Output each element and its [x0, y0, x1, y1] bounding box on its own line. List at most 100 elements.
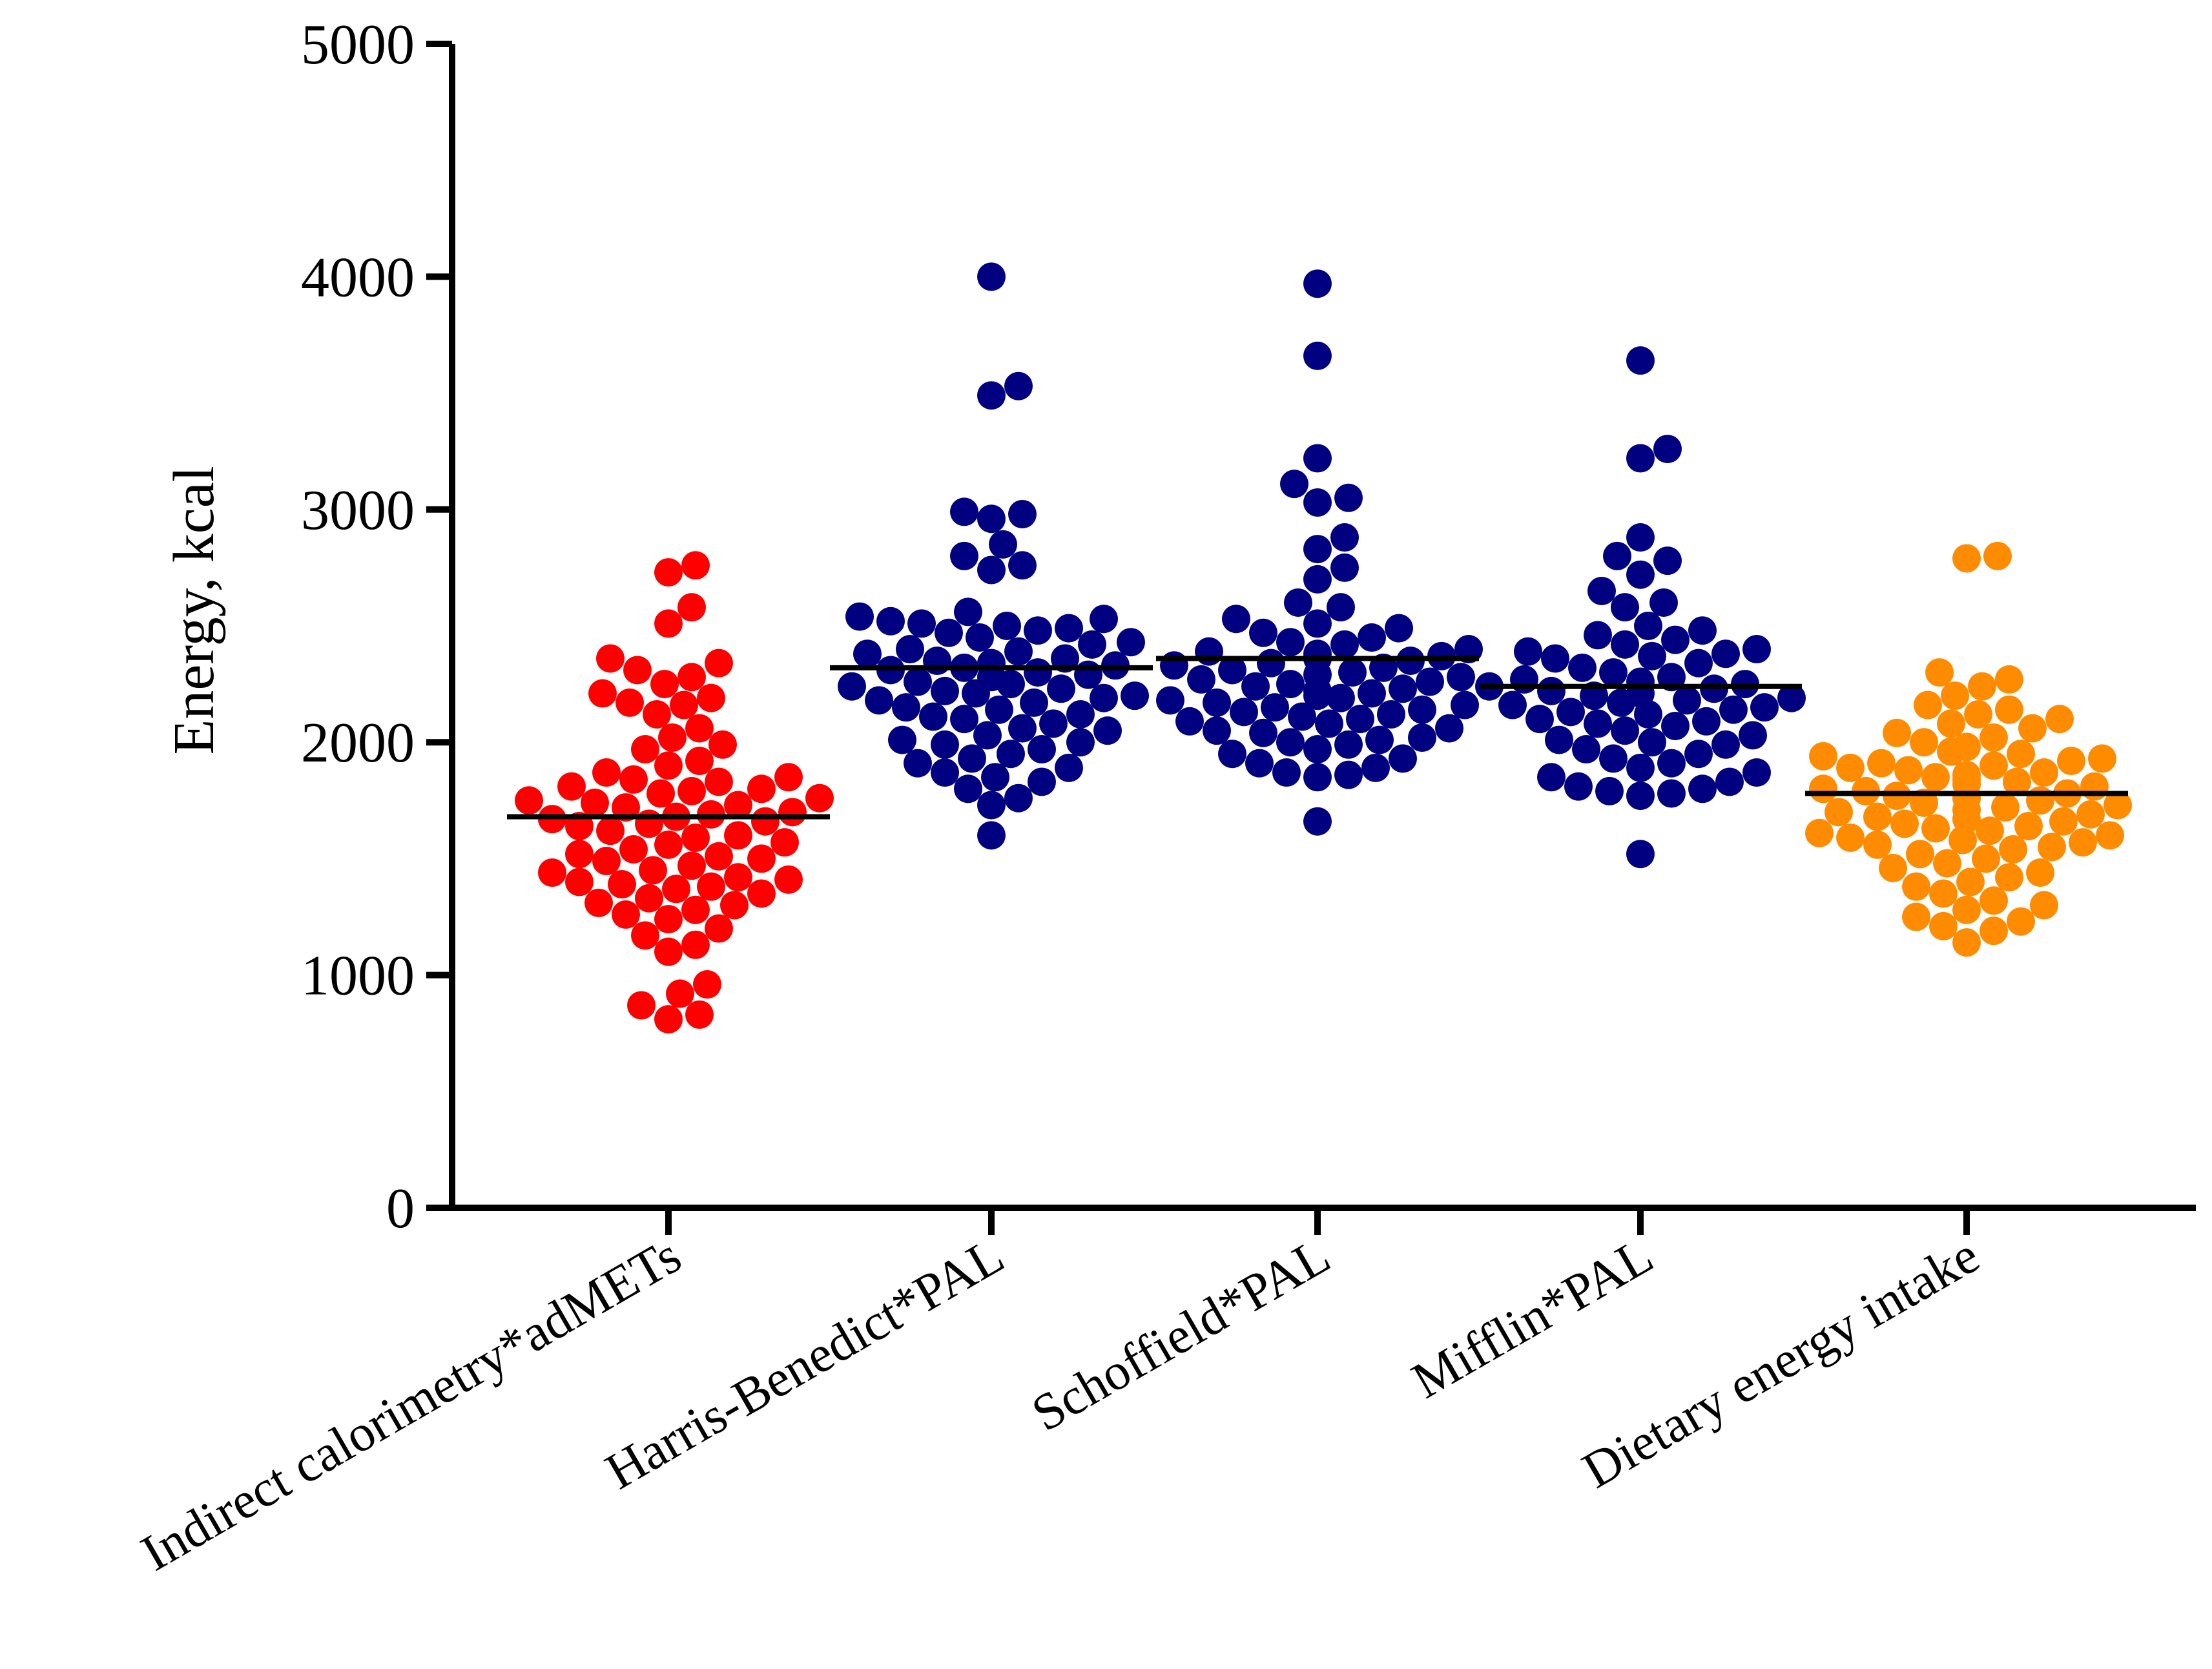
- data-point: [977, 821, 1006, 850]
- data-point: [1805, 818, 1834, 847]
- data-point: [1956, 867, 1985, 897]
- data-point: [592, 847, 621, 876]
- data-point: [1603, 541, 1631, 570]
- data-point: [1241, 672, 1270, 701]
- data-point: [1809, 741, 1837, 771]
- data-point: [2026, 858, 2054, 887]
- data-point: [1222, 605, 1250, 634]
- data-point: [1203, 688, 1231, 717]
- data-point: [774, 865, 803, 894]
- data-point: [923, 647, 951, 676]
- data-point: [747, 774, 776, 803]
- data-point: [1921, 763, 1950, 792]
- data-point: [654, 830, 683, 859]
- data-point: [705, 842, 733, 871]
- data-point: [1408, 723, 1436, 752]
- data-point: [1117, 628, 1145, 657]
- data-point: [623, 656, 652, 685]
- data-point: [1933, 849, 1961, 878]
- data-point: [1661, 625, 1690, 654]
- data-point: [1879, 853, 1907, 882]
- data-point: [631, 735, 659, 764]
- data-point: [1055, 614, 1083, 643]
- data-point: [1638, 728, 1666, 757]
- data-point: [1008, 714, 1037, 743]
- data-point: [1514, 637, 1542, 666]
- data-point: [1653, 546, 1682, 575]
- data-point: [1599, 744, 1628, 773]
- data-point: [1020, 688, 1048, 717]
- data-point: [1995, 665, 2023, 694]
- data-point: [1688, 616, 1717, 645]
- mean-lines-layer: [507, 656, 2128, 820]
- data-point: [838, 672, 866, 701]
- data-point: [1750, 693, 1779, 722]
- data-point: [1047, 674, 1075, 703]
- data-point: [2096, 821, 2124, 850]
- data-point: [1327, 683, 1355, 712]
- data-point: [724, 821, 752, 850]
- data-point: [1303, 269, 1332, 298]
- data-point: [1276, 728, 1305, 757]
- data-point: [2026, 786, 2054, 815]
- y-tick-label: 2000: [301, 712, 415, 774]
- data-point: [2030, 891, 2058, 920]
- data-point: [720, 891, 749, 920]
- data-point: [1074, 660, 1102, 689]
- data-point: [515, 786, 543, 815]
- data-point: [1948, 825, 1977, 855]
- data-point: [2003, 767, 2031, 796]
- data-point: [1979, 886, 2008, 915]
- data-point: [662, 875, 690, 904]
- data-point: [1303, 735, 1332, 764]
- data-point: [747, 879, 776, 908]
- data-point: [1634, 612, 1662, 640]
- data-point: [935, 618, 963, 647]
- data-point: [1303, 488, 1332, 517]
- data-point: [1684, 648, 1713, 678]
- data-point: [1688, 774, 1717, 803]
- data-point: [997, 740, 1025, 769]
- data-point: [1673, 686, 1701, 715]
- data-point: [705, 648, 733, 678]
- data-point: [1711, 730, 1740, 759]
- data-point: [1389, 674, 1417, 703]
- data-point: [1626, 782, 1655, 811]
- data-point: [2007, 907, 2035, 936]
- data-point: [1890, 809, 1919, 838]
- data-point: [2080, 772, 2109, 801]
- data-point: [631, 921, 659, 950]
- data-point: [724, 863, 752, 892]
- data-point: [1093, 716, 1122, 745]
- data-points-layer: [515, 262, 2132, 1034]
- data-point: [1564, 772, 1593, 801]
- data-point: [1330, 630, 1359, 659]
- data-point: [993, 612, 1021, 640]
- x-ticks-layer: Indirect calorimetry*adMETsHarris-Benedi…: [132, 1208, 1989, 1582]
- data-point: [931, 758, 959, 787]
- data-point: [1599, 658, 1628, 687]
- data-point: [658, 723, 687, 752]
- data-point: [888, 725, 916, 754]
- data-point: [1024, 658, 1052, 687]
- data-point: [1358, 623, 1386, 652]
- data-point: [1358, 679, 1386, 708]
- data-point: [1288, 702, 1316, 731]
- data-point: [1906, 840, 1934, 869]
- data-point: [538, 858, 566, 887]
- data-point: [1276, 670, 1305, 699]
- data-point: [681, 895, 710, 924]
- data-point: [1334, 730, 1363, 759]
- data-point: [681, 551, 710, 580]
- data-point: [1004, 637, 1033, 666]
- data-point: [989, 530, 1017, 559]
- data-point: [1385, 614, 1413, 643]
- data-point: [1929, 911, 1958, 940]
- data-point: [1525, 705, 1554, 734]
- data-point: [1883, 718, 1911, 747]
- data-point: [654, 609, 683, 638]
- data-point: [1066, 728, 1095, 757]
- data-point: [1408, 695, 1436, 724]
- data-point: [1584, 621, 1612, 650]
